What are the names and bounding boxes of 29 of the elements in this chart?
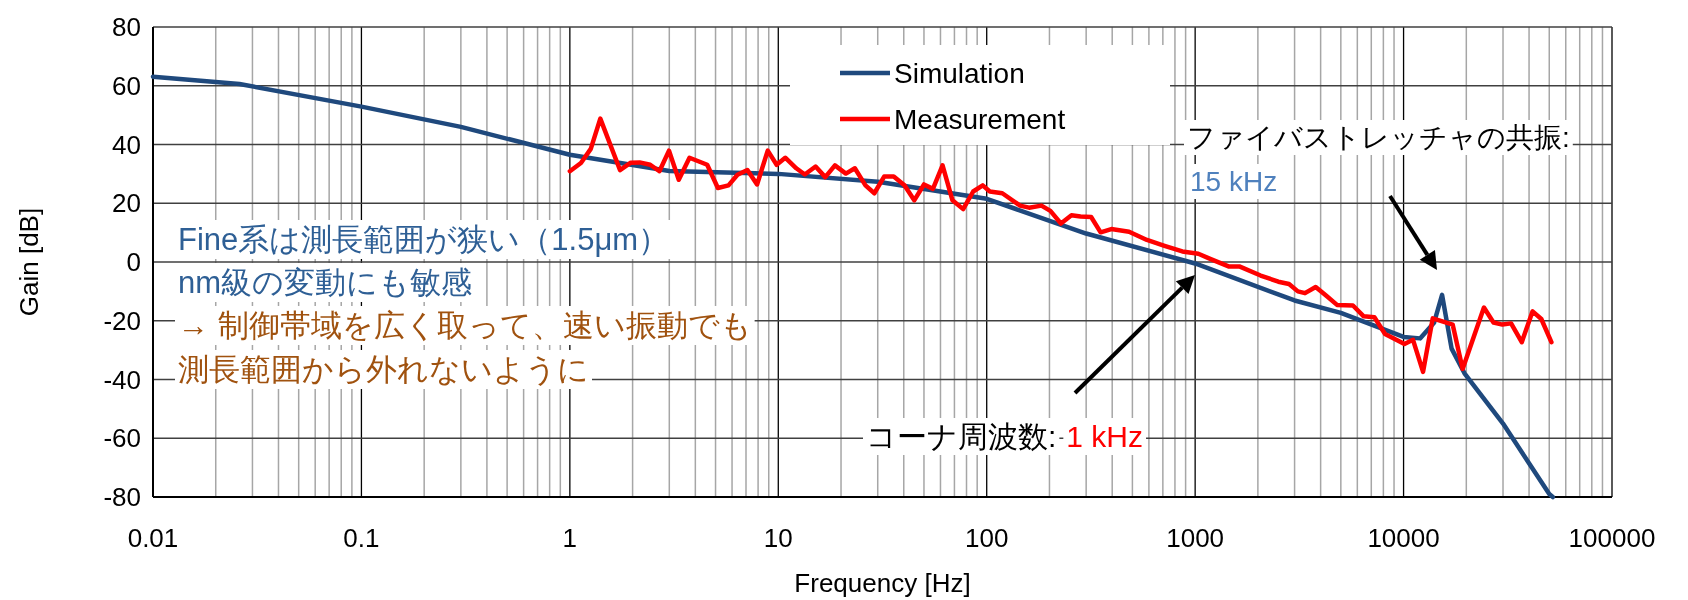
y-tick-label: 0: [126, 247, 141, 277]
annotation: 測長範囲から外れないように: [178, 352, 589, 387]
legend-label: Measurement: [894, 104, 1066, 135]
x-axis-title: Frequency [Hz]: [794, 568, 971, 598]
y-tick-label: 40: [112, 129, 141, 160]
legend-label: Simulation: [894, 58, 1025, 89]
y-tick-label: -20: [103, 305, 141, 336]
y-tick-label: -60: [103, 423, 141, 454]
x-tick-label: 0.01: [127, 523, 179, 553]
y-tick-label: 60: [112, 70, 141, 101]
y-tick-label: 80: [112, 12, 141, 42]
y-tick-label: 20: [112, 188, 141, 219]
x-tick-label: 1: [562, 523, 578, 553]
x-tick-label: 100: [965, 523, 1009, 553]
annotation: Fine系は測長範囲が狭い（1.5μm）: [178, 222, 670, 257]
annotation: nm級の変動にも敏感: [178, 265, 473, 300]
y-axis-title: Gain [dB]: [14, 207, 44, 317]
annotation: 1 kHz: [1066, 420, 1144, 453]
y-tick-label: -80: [103, 482, 141, 512]
annotation: ファイバストレッチャの共振:: [1187, 122, 1570, 153]
annotation: → 制御帯域を広く取って、速い振動でも: [178, 308, 752, 343]
x-tick-label: 0.1: [343, 523, 380, 553]
annotation: 15 kHz: [1190, 166, 1278, 197]
x-tick-label: 1000: [1166, 523, 1225, 553]
x-tick-label: 100000: [1568, 523, 1656, 553]
y-tick-label: -40: [103, 364, 141, 395]
x-tick-label: 10000: [1367, 523, 1440, 553]
annotation: コーナ周波数:: [866, 420, 1057, 453]
x-tick-label: 10: [763, 523, 793, 553]
